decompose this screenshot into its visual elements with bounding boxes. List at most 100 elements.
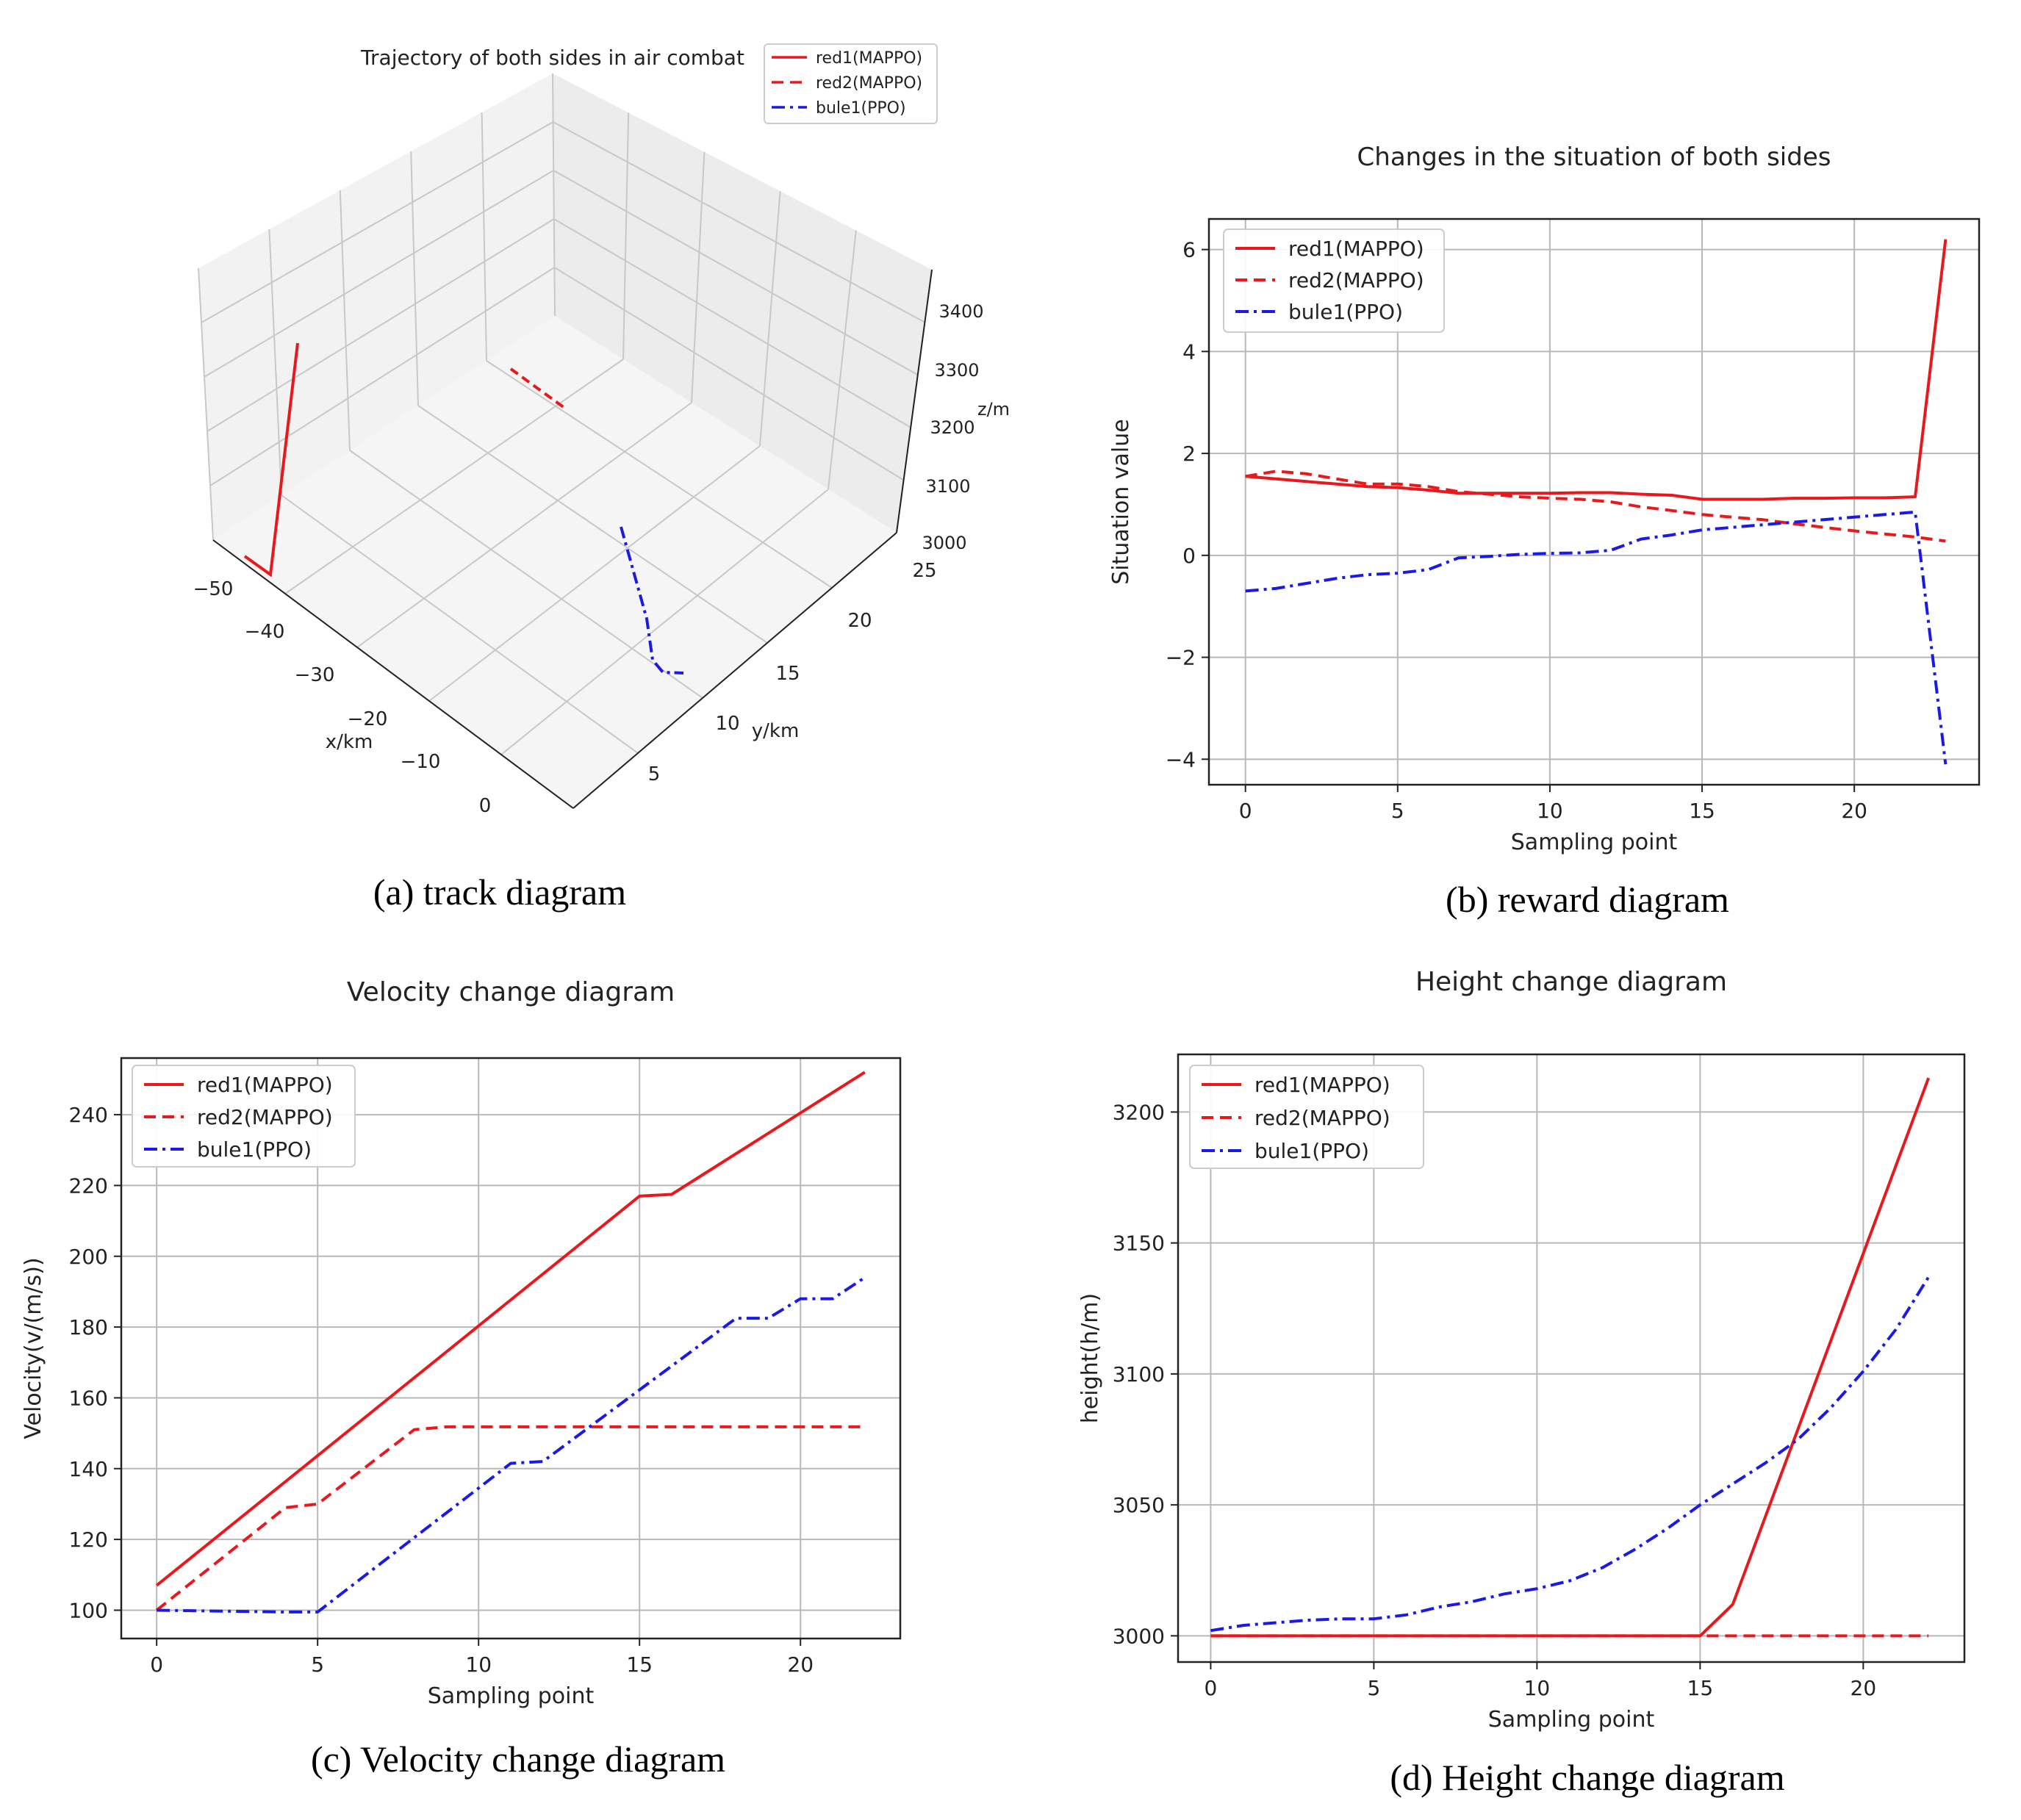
y-tick-label: 4 — [1182, 339, 1196, 364]
right-pane-hgrid — [553, 218, 911, 428]
legend-label: red2(MAPPO) — [197, 1105, 333, 1129]
series-line-red1mappo — [155, 1071, 866, 1587]
y-tick-label: 200 — [69, 1245, 108, 1269]
plot-frame — [1177, 1053, 1966, 1663]
plot-frame — [1207, 217, 1981, 786]
left-pane-hgrid — [201, 121, 554, 323]
floor-grid — [486, 360, 833, 589]
caption-b: (b) reward diagram — [1446, 879, 1729, 920]
panel-height: 0 5 10 15 20 3000 3050 3100 3150 3200 Height chang… — [1011, 948, 2021, 1820]
z-tick-label: 3300 — [934, 360, 979, 381]
legend-label: red1(MAPPO) — [1254, 1073, 1390, 1097]
legend-label: red2(MAPPO) — [816, 74, 922, 93]
floor-grid — [281, 494, 639, 754]
caption-a: (a) track diagram — [373, 871, 627, 913]
chart-height: 0 5 10 15 20 3000 3050 3100 3150 3200 Height chang… — [1077, 967, 1966, 1733]
caption-c: (c) Velocity change diagram — [310, 1738, 726, 1780]
x-tick-label: 0 — [1239, 799, 1252, 823]
x-tick-label: 15 — [626, 1652, 653, 1677]
y-axis-label: Situation value — [1108, 419, 1134, 584]
floor-grid — [428, 445, 761, 702]
panel-reward: 0 5 10 15 20 −4 −2 0 2 4 6 Changes in the situation… — [1011, 0, 2021, 948]
chart-situation: 0 5 10 15 20 −4 −2 0 2 4 6 Changes in the situation… — [1108, 143, 1981, 855]
floor-grid — [500, 489, 829, 755]
x-tick-label: −20 — [348, 708, 388, 730]
z-tick-label: 3400 — [938, 301, 983, 322]
x-tick-label: 0 — [150, 1652, 163, 1677]
chart-title: Trajectory of both sides in air combat — [360, 46, 744, 70]
y-tick-label: 3150 — [1113, 1231, 1165, 1256]
left-pane-vgrid — [410, 151, 419, 406]
x-tick-label: 10 — [1537, 799, 1563, 823]
legend-label: bule1(PPO) — [816, 99, 906, 118]
left-pane-vgrid — [481, 112, 487, 362]
y-tick-label: 25 — [912, 560, 936, 582]
legend-label: red1(MAPPO) — [1288, 237, 1424, 261]
floor-grid — [349, 450, 703, 699]
floor-grid — [284, 359, 624, 594]
x-axis-label: Sampling point — [428, 1683, 595, 1709]
floor-grid — [417, 405, 768, 644]
x-tick-label: 5 — [1367, 1676, 1380, 1700]
z-tick-label: 3000 — [922, 533, 966, 553]
legend-label: red2(MAPPO) — [1254, 1106, 1390, 1130]
z-axis-label: z/m — [977, 399, 1010, 420]
legend-label: red2(MAPPO) — [1288, 268, 1424, 292]
z-axis-line — [896, 269, 933, 533]
x-tick-label: 15 — [1689, 799, 1715, 823]
floor-grid — [356, 402, 692, 648]
x-tick-label: 20 — [1851, 1676, 1877, 1700]
series-line-red2mappo — [155, 1425, 865, 1612]
caption-d: (d) Height change diagram — [1390, 1757, 1785, 1798]
y-tick-label: 3200 — [1113, 1100, 1165, 1124]
y-tick-label: 240 — [69, 1103, 108, 1127]
right-pane-hgrid — [553, 170, 919, 376]
x-tick-label: −40 — [245, 621, 285, 643]
y-tick-label: 15 — [775, 663, 800, 685]
y-tick-label: 20 — [847, 610, 872, 632]
y-tick-label: 5 — [648, 763, 661, 785]
y-tick-label: 120 — [69, 1528, 108, 1552]
series-line-bule1ppo — [1210, 1276, 1930, 1633]
y-tick-label: 0 — [1182, 544, 1196, 568]
right-pane-vgrid — [691, 151, 706, 403]
left-pane-hgrid — [209, 267, 555, 486]
x-axis-line — [212, 539, 574, 809]
left-pane-vgrid — [198, 267, 214, 541]
y-tick-label: 3000 — [1113, 1624, 1165, 1648]
x-axis-label: x/km — [326, 731, 373, 753]
y-tick-label: 6 — [1182, 238, 1196, 262]
legend-box — [132, 1065, 356, 1168]
y-tick-label: 220 — [69, 1173, 108, 1198]
y-axis-label: height(h/m) — [1077, 1293, 1103, 1423]
right-pane-vgrid — [759, 191, 781, 447]
right-pane — [553, 73, 932, 533]
floor-pane — [213, 316, 897, 808]
right-pane-hgrid — [553, 267, 905, 481]
x-tick-label: 10 — [465, 1652, 492, 1677]
x-tick-label: 5 — [1391, 799, 1404, 823]
chart-3d-trajectory: −50 −40 −30 −20 −10 0 x/km 5 10 15 20 25 y/km 3000 310… — [193, 43, 1010, 817]
left-pane-vgrid — [552, 73, 556, 317]
series-line-bule1ppo — [157, 1276, 866, 1614]
legend-box — [764, 43, 938, 124]
x-tick-label: 5 — [311, 1652, 324, 1677]
left-pane-hgrid — [204, 170, 554, 378]
x-tick-label: −10 — [401, 751, 441, 773]
panel-velocity: 0 5 10 15 20 100 120 140 160 180 200 220 240 Velocity… — [0, 948, 1011, 1820]
y-tick-label: 140 — [69, 1457, 108, 1481]
x-tick-label: 0 — [479, 795, 492, 817]
x-tick-label: −50 — [193, 578, 234, 600]
x-tick-label: 15 — [1687, 1676, 1714, 1700]
x-tick-label: 0 — [1204, 1676, 1217, 1700]
left-pane-vgrid — [268, 229, 282, 496]
z-tick-label: 3100 — [925, 476, 970, 497]
y-tick-label: 180 — [69, 1315, 108, 1339]
y-tick-label: 2 — [1182, 442, 1196, 466]
chart-title: Changes in the situation of both sides — [1357, 143, 1831, 172]
y-axis-label: y/km — [752, 720, 800, 742]
y-tick-label: 160 — [69, 1386, 108, 1410]
plot-frame — [120, 1057, 902, 1640]
right-pane-hgrid — [553, 121, 925, 323]
legend-label: red1(MAPPO) — [197, 1073, 333, 1097]
